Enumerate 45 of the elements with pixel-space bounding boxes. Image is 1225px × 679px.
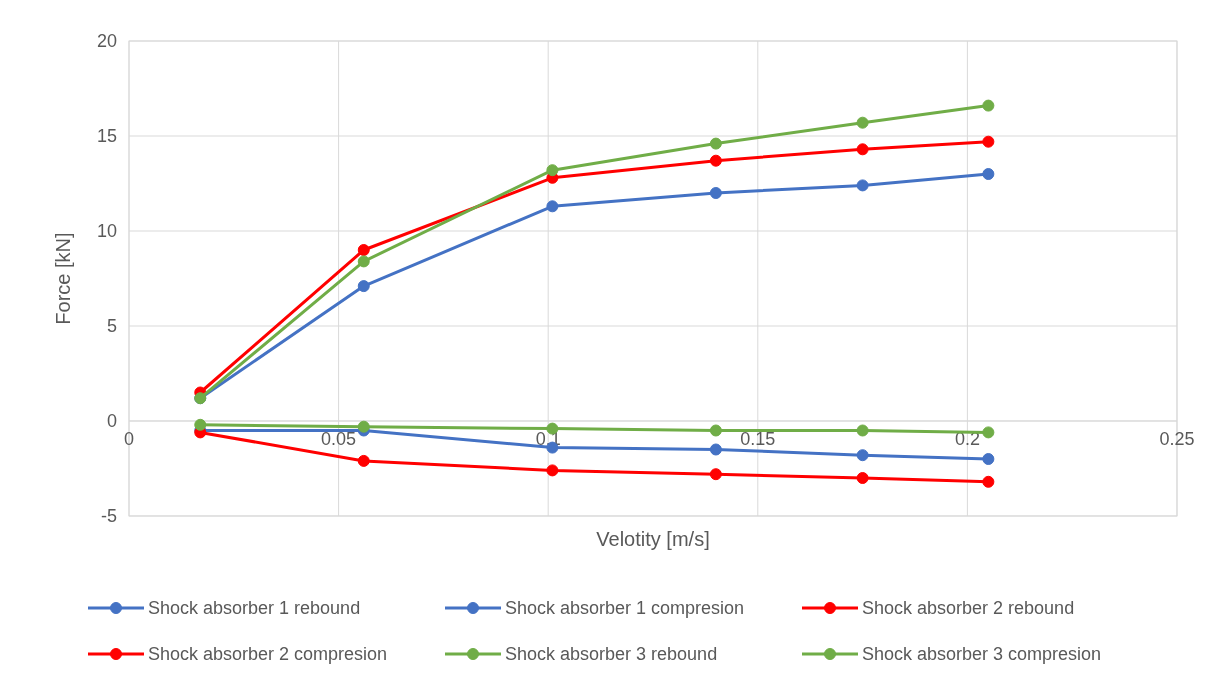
- point: [982, 99, 995, 112]
- y-tick-label: 20: [96, 31, 117, 52]
- point: [856, 424, 869, 437]
- point: [357, 454, 370, 467]
- point: [546, 200, 559, 213]
- point: [357, 420, 370, 433]
- y-tick-label: 10: [96, 221, 117, 242]
- point: [709, 443, 722, 456]
- legend-label: Shock absorber 2 rebound: [862, 598, 1075, 619]
- x-tick-label: 0.05: [321, 429, 357, 450]
- point: [982, 453, 995, 465]
- point: [194, 418, 207, 431]
- point: [982, 426, 995, 439]
- point: [856, 472, 869, 484]
- y-axis-title: Force [kN]: [52, 232, 74, 325]
- x-axis-title: Velotity [m/s]: [596, 528, 710, 550]
- point: [982, 168, 995, 180]
- point: [856, 143, 869, 156]
- point: [982, 475, 995, 488]
- point: [709, 187, 722, 199]
- point: [546, 464, 559, 477]
- legend-label: Shock absorber 3 compresion: [862, 644, 1102, 665]
- point: [709, 154, 722, 167]
- x-tick-label: 0.25: [1159, 429, 1195, 450]
- point: [856, 179, 869, 192]
- legend-label: Shock absorber 2 compresion: [148, 644, 388, 665]
- x-tick-label: 0.15: [740, 429, 776, 450]
- y-tick-label: 5: [106, 316, 117, 337]
- point: [856, 449, 869, 462]
- y-tick-label: 15: [96, 126, 117, 147]
- legend-label: Shock absorber 1 rebound: [148, 598, 361, 619]
- point: [856, 116, 869, 129]
- point: [357, 255, 370, 268]
- legend-label: Shock absorber 3 rebound: [505, 644, 718, 665]
- point: [546, 164, 559, 177]
- point: [357, 244, 370, 256]
- legend-label: Shock absorber 1 compresion: [505, 598, 745, 619]
- point: [357, 280, 370, 293]
- point: [709, 137, 722, 150]
- point: [709, 468, 722, 481]
- point: [982, 135, 995, 148]
- y-tick-label: -5: [100, 506, 117, 527]
- x-tick-label: 0: [123, 429, 135, 450]
- y-tick-label: 0: [106, 411, 117, 432]
- point: [709, 424, 722, 437]
